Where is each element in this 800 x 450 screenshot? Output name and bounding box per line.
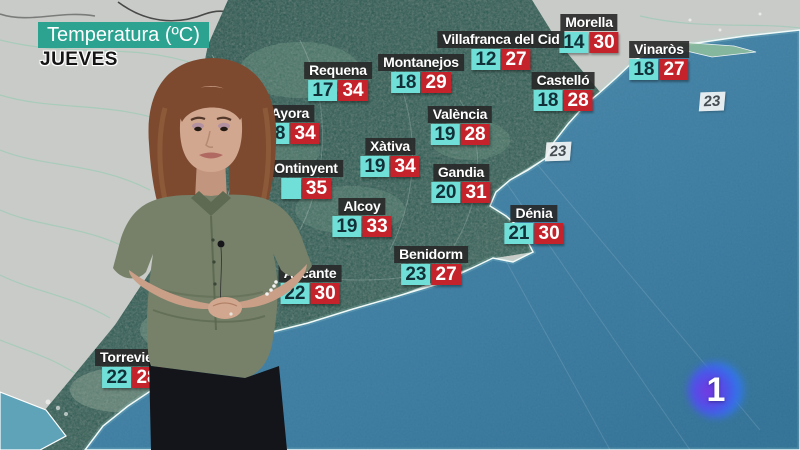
channel-logo-glow — [688, 362, 744, 418]
max-temp: 27 — [659, 59, 689, 80]
city-temps: 20 31 — [431, 182, 491, 203]
city-temps: 21 30 — [504, 223, 564, 244]
presenter-trousers — [149, 362, 287, 450]
ring — [229, 312, 233, 316]
presenter — [113, 58, 312, 450]
city-name: Vinaròs — [629, 41, 689, 58]
city-temps: 18 29 — [391, 72, 451, 93]
city-name: Gandia — [432, 164, 490, 181]
city-name: Xàtiva — [364, 138, 416, 155]
max-temp: 30 — [589, 32, 619, 53]
city-temps: 19 33 — [332, 216, 392, 237]
city-temps: 18 28 — [533, 90, 593, 111]
city-temps: 12 27 — [471, 49, 531, 70]
city-marker: Ontinyent 35 — [269, 160, 343, 199]
min-temp: 18 — [629, 59, 659, 80]
min-temp: 18 — [533, 90, 563, 111]
max-temp: 31 — [461, 182, 491, 203]
city-temps: 35 — [280, 178, 332, 199]
min-temp: 23 — [401, 264, 431, 285]
city-marker: Xàtiva 19 34 — [360, 138, 420, 177]
city-name: Ayora — [265, 105, 315, 122]
city-name: Morella — [560, 14, 618, 31]
city-name: Montanejos — [378, 54, 464, 71]
city-name: València — [427, 106, 493, 123]
max-temp: 27 — [501, 49, 531, 70]
sea-temp: 23 — [544, 141, 572, 162]
header-day: JUEVES — [40, 49, 118, 70]
max-temp: 34 — [338, 80, 368, 101]
max-temp: 29 — [421, 72, 451, 93]
channel-logo: 1 — [688, 362, 744, 418]
city-marker: Benidorm 23 27 — [394, 246, 468, 285]
max-temp: 30 — [534, 223, 564, 244]
max-temp: 34 — [290, 123, 320, 144]
city-marker: Vinaròs 18 27 — [629, 41, 689, 80]
city-temps: 14 30 — [559, 32, 619, 53]
microphone — [217, 240, 225, 248]
city-marker: Dénia 21 30 — [504, 205, 564, 244]
city-marker: Requena 17 34 — [304, 62, 372, 101]
sea-temp: 23 — [698, 91, 726, 112]
city-temps: 17 34 — [308, 80, 368, 101]
city-temps: 19 34 — [360, 156, 420, 177]
min-temp: 22 — [102, 367, 132, 388]
min-temp: 18 — [391, 72, 421, 93]
min-temp: 19 — [360, 156, 390, 177]
city-marker: Castelló 18 28 — [531, 72, 595, 111]
max-temp: 34 — [390, 156, 420, 177]
max-temp: 28 — [460, 124, 490, 145]
city-name: Benidorm — [394, 246, 468, 263]
max-temp: 35 — [301, 178, 332, 199]
city-name: Villafranca del Cid — [437, 31, 565, 48]
min-temp: 19 — [332, 216, 362, 237]
city-marker: Morella 14 30 — [559, 14, 619, 53]
header-title: Temperatura (ºC) — [38, 22, 209, 48]
city-marker: Villafranca del Cid 12 27 — [437, 31, 565, 70]
channel-logo-text: 1 — [706, 371, 726, 409]
city-name: Requena — [304, 62, 372, 79]
presenter-face-features — [190, 116, 232, 159]
city-marker: València 19 28 — [427, 106, 493, 145]
min-temp: 21 — [504, 223, 534, 244]
min-temp: 19 — [430, 124, 460, 145]
min-temp: 12 — [471, 49, 501, 70]
max-temp: 33 — [362, 216, 392, 237]
min-temp: 20 — [431, 182, 461, 203]
presenter-blouse — [113, 194, 312, 378]
city-marker: Gandia 20 31 — [431, 164, 491, 203]
bracelet — [265, 280, 278, 296]
max-temp: 30 — [310, 283, 340, 304]
city-name: Ontinyent — [269, 160, 343, 177]
max-temp: 27 — [431, 264, 461, 285]
header: Temperatura (ºC) JUEVES — [38, 22, 209, 71]
city-marker: Montanejos 18 29 — [378, 54, 464, 93]
city-temps: 23 27 — [401, 264, 461, 285]
min-temp: 17 — [308, 80, 338, 101]
city-name: Castelló — [531, 72, 595, 89]
min-temp — [280, 178, 301, 199]
city-name: Alcoy — [338, 198, 386, 215]
presenter-hands — [208, 297, 242, 319]
city-temps: 19 28 — [430, 124, 490, 145]
city-marker: Alcoy 19 33 — [332, 198, 392, 237]
city-name: Dénia — [510, 205, 558, 222]
min-temp: 14 — [559, 32, 589, 53]
city-temps: 18 27 — [629, 59, 689, 80]
max-temp: 28 — [563, 90, 593, 111]
